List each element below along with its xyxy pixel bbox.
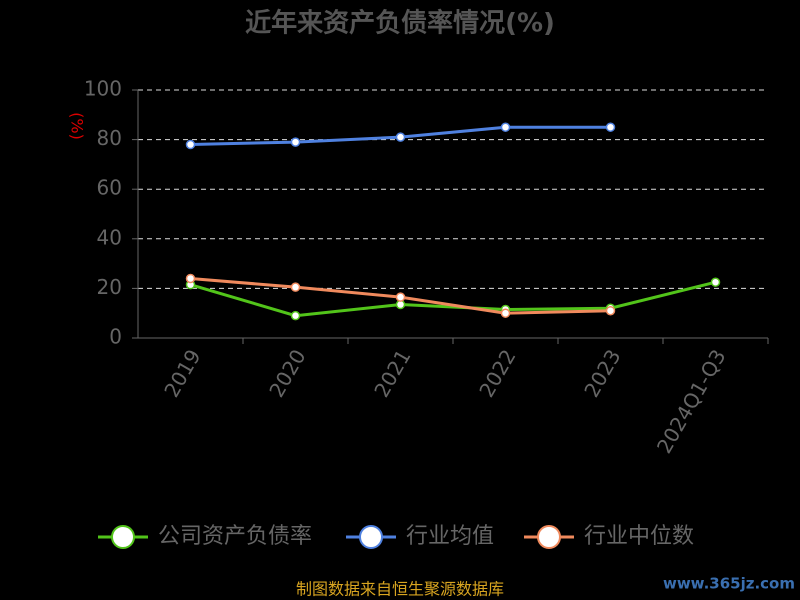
legend-item: 行业均值 <box>346 524 494 549</box>
legend-marker <box>537 525 561 549</box>
y-tick-label: 80 <box>97 126 122 150</box>
x-tick-label: 2019 <box>159 345 205 401</box>
data-point <box>395 132 406 142</box>
data-point <box>710 277 721 287</box>
y-axis-label: (%) <box>68 112 87 140</box>
x-tick-label: 2023 <box>579 345 625 401</box>
y-tick-label: 0 <box>109 325 122 349</box>
legend-marker <box>111 525 135 549</box>
legend-item: 公司资产负债率 <box>98 524 312 549</box>
data-point <box>605 122 616 132</box>
data-point <box>185 139 196 150</box>
data-point <box>395 292 406 302</box>
x-tick-label: 2022 <box>474 345 520 401</box>
legend-marker <box>359 525 383 549</box>
x-tick-label: 2020 <box>264 345 310 401</box>
data-point <box>605 305 616 316</box>
y-tick-label: 60 <box>97 176 122 200</box>
data-point <box>290 282 301 292</box>
legend-label: 公司资产负债率 <box>158 524 312 549</box>
watermark: www.365jz.com <box>663 575 795 593</box>
data-point <box>290 137 301 147</box>
footer: 制图数据来自恒生聚源数据库 <box>296 580 504 599</box>
series-line <box>190 280 716 318</box>
legend-label: 行业中位数 <box>584 524 694 549</box>
y-tick-label: 20 <box>97 275 122 299</box>
data-point <box>500 122 511 132</box>
legend-label: 行业均值 <box>406 524 494 549</box>
chart-title: 近年来资产负债率情况(%) <box>245 8 555 39</box>
data-point <box>290 310 301 321</box>
y-tick-label: 40 <box>97 225 122 249</box>
legend-item: 行业中位数 <box>524 524 694 549</box>
data-point <box>185 273 196 284</box>
y-tick-label: 100 <box>84 77 122 101</box>
x-tick-label: 2021 <box>369 345 415 401</box>
x-tick-label: 2024Q1-Q3 <box>652 345 731 457</box>
data-point <box>500 308 511 318</box>
